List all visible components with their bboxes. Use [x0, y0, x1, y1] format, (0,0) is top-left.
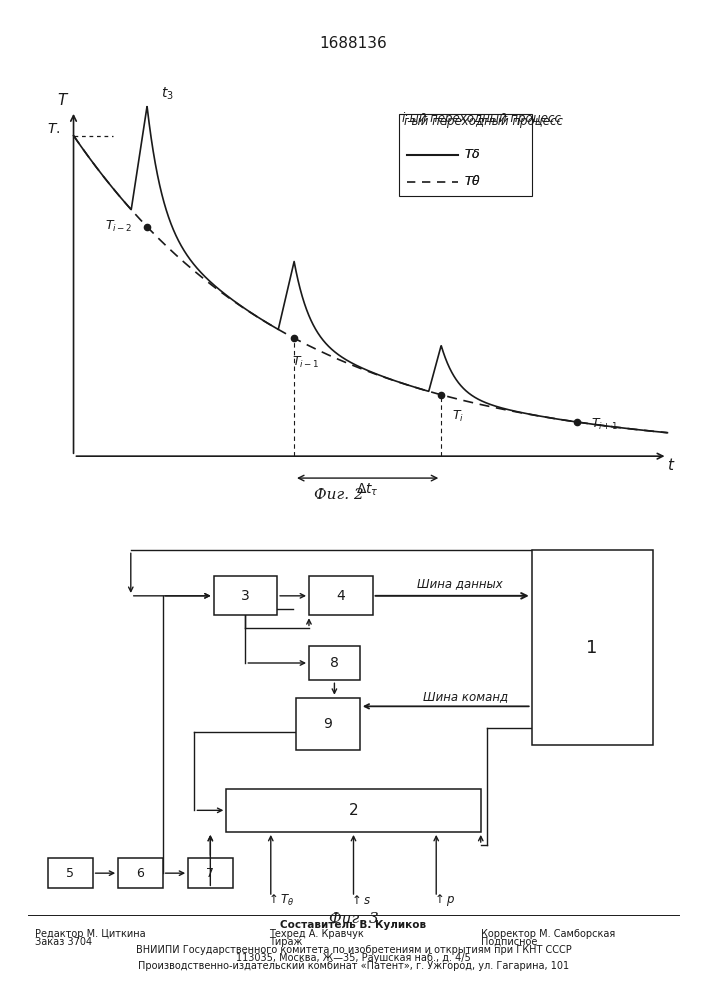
- Text: $T\delta$: $T\delta$: [464, 148, 481, 161]
- Bar: [214, 576, 277, 615]
- Text: T: T: [57, 93, 67, 108]
- Text: 4: 4: [337, 589, 345, 603]
- Text: Тираж: Тираж: [269, 937, 302, 947]
- Text: i-ый переходный процесс: i-ый переходный процесс: [402, 112, 561, 125]
- FancyBboxPatch shape: [399, 114, 532, 196]
- Text: $T.$: $T.$: [47, 122, 60, 136]
- Text: Шина команд: Шина команд: [423, 690, 508, 703]
- Text: Производственно-издательский комбинат «Патент», г. Ужгород, ул. Гагарина, 101: Производственно-издательский комбинат «П…: [138, 961, 569, 971]
- Text: $T_{i-2}$: $T_{i-2}$: [105, 219, 132, 234]
- Text: $T_{i+1}$: $T_{i+1}$: [592, 416, 619, 432]
- Text: 5: 5: [66, 867, 74, 880]
- Text: 7: 7: [206, 867, 214, 880]
- Text: $\uparrow p$: $\uparrow p$: [432, 892, 455, 908]
- Text: $T\delta$: $T\delta$: [464, 148, 481, 161]
- Text: $T\theta$: $T\theta$: [464, 174, 481, 188]
- Text: ВНИИПИ Государственного комитета по изобретениям и открытиям при ГКНТ СССР: ВНИИПИ Государственного комитета по изоб…: [136, 945, 571, 955]
- Bar: [226, 789, 481, 832]
- Bar: [48, 858, 93, 888]
- Bar: [296, 698, 360, 750]
- Text: $T\theta$: $T\theta$: [464, 174, 481, 188]
- Text: 9: 9: [324, 717, 332, 731]
- Text: 3: 3: [241, 589, 250, 603]
- Text: 1688136: 1688136: [320, 36, 387, 51]
- Text: i-ый переходный процесс: i-ый переходный процесс: [404, 115, 563, 128]
- Text: $\uparrow s$: $\uparrow s$: [349, 894, 371, 906]
- Bar: [532, 550, 653, 745]
- Text: 2: 2: [349, 803, 358, 818]
- Text: Техред А. Кравчук: Техред А. Кравчук: [269, 929, 363, 939]
- Text: 1: 1: [586, 639, 598, 657]
- Text: $\Delta t_{\tau}$: $\Delta t_{\tau}$: [356, 481, 379, 498]
- Text: $T_i$: $T_i$: [452, 408, 464, 424]
- Text: Фиг. 3: Фиг. 3: [329, 912, 378, 926]
- Text: 113035, Москва, Ж—35, Раушская наб., д. 4/5: 113035, Москва, Ж—35, Раушская наб., д. …: [236, 953, 471, 963]
- Text: Фиг. 2: Фиг. 2: [315, 488, 364, 502]
- Bar: [118, 858, 163, 888]
- Text: $\uparrow T_{\theta}$: $\uparrow T_{\theta}$: [266, 892, 294, 908]
- Bar: [309, 646, 360, 680]
- Text: 6: 6: [136, 867, 144, 880]
- Bar: [188, 858, 233, 888]
- Text: Редактор М. Циткина: Редактор М. Циткина: [35, 929, 146, 939]
- Text: Составитель В. Куликов: Составитель В. Куликов: [281, 920, 426, 930]
- Text: 8: 8: [330, 656, 339, 670]
- Text: t: t: [667, 458, 673, 473]
- Text: Заказ 3704: Заказ 3704: [35, 937, 93, 947]
- Bar: [309, 576, 373, 615]
- Text: $T_{i-1}$: $T_{i-1}$: [292, 355, 319, 370]
- Text: Шина данных: Шина данных: [417, 577, 503, 590]
- Text: Подписное: Подписное: [481, 937, 537, 947]
- Text: Корректор М. Самборская: Корректор М. Самборская: [481, 929, 615, 939]
- Text: $t_3$: $t_3$: [161, 86, 174, 102]
